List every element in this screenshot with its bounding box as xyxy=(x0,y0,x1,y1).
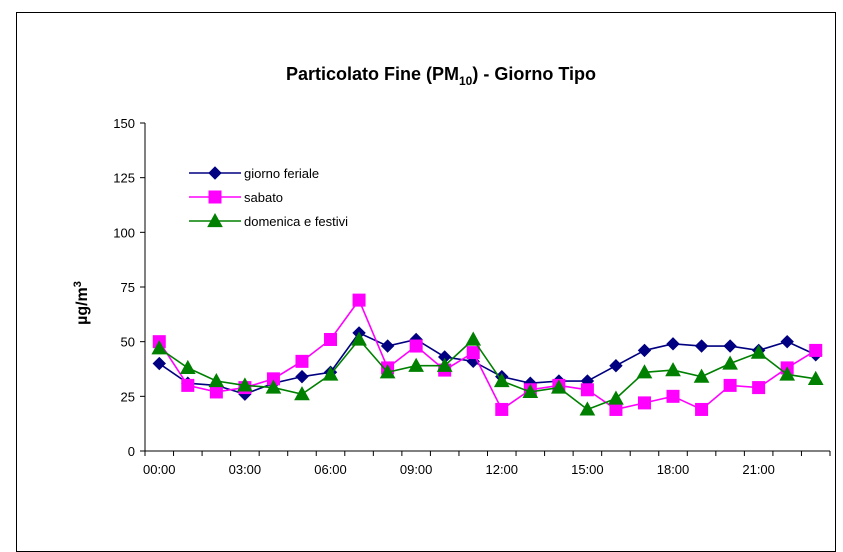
square-marker xyxy=(695,402,709,416)
legend-label: giorno feriale xyxy=(244,166,319,181)
square-marker xyxy=(466,346,480,360)
triangle-marker xyxy=(665,362,681,377)
x-tick-label: 12:00 xyxy=(485,462,518,477)
chart-frame: Particolato Fine (PM10) - Giorno Tipo µg… xyxy=(16,12,836,552)
diamond-marker xyxy=(723,339,737,353)
y-tick-label: 150 xyxy=(113,116,135,131)
x-tick-label: 00:00 xyxy=(143,462,176,477)
triangle-marker xyxy=(179,359,196,375)
triangle-marker xyxy=(807,370,824,385)
square-marker xyxy=(580,383,594,397)
square-marker xyxy=(723,378,737,392)
series-line xyxy=(158,298,817,411)
y-tick-label: 100 xyxy=(113,225,135,240)
triangle-marker xyxy=(636,364,653,379)
square-marker xyxy=(295,354,309,368)
triangle-marker xyxy=(351,331,367,346)
diamond-marker xyxy=(609,359,623,373)
y-axis-label: µg/m3 xyxy=(72,281,91,325)
series-layer xyxy=(151,293,824,416)
square-marker xyxy=(495,402,509,416)
legend-label: sabato xyxy=(244,190,283,205)
triangle-marker xyxy=(522,383,539,399)
square-marker xyxy=(637,396,651,410)
y-tick-label: 75 xyxy=(121,280,135,295)
triangle-marker xyxy=(779,366,796,381)
triangle-marker xyxy=(151,340,168,355)
legend-label: domenica e festivi xyxy=(244,214,348,229)
y-tick-label: 50 xyxy=(121,335,135,350)
x-tick-label: 06:00 xyxy=(314,462,347,477)
triangle-marker xyxy=(551,379,567,394)
triangle-marker xyxy=(237,377,253,392)
square-marker xyxy=(181,378,195,392)
triangle-marker xyxy=(294,386,310,401)
diamond-marker xyxy=(208,166,222,180)
square-marker xyxy=(409,339,423,353)
axes: 0 25 50 75 100 125 150 00:00 03:00 06:00 09:00 12:0… xyxy=(113,116,831,477)
diamond-marker xyxy=(694,339,709,353)
square-marker xyxy=(352,293,366,307)
y-tick-label: 125 xyxy=(113,171,135,186)
triangle-marker xyxy=(693,368,710,383)
triangle-marker xyxy=(265,379,282,394)
square-marker xyxy=(752,381,766,395)
triangle-marker xyxy=(579,401,596,416)
square-marker xyxy=(666,389,680,403)
x-tick-label: 03:00 xyxy=(229,462,262,477)
line-chart: Particolato Fine (PM10) - Giorno Tipo µg… xyxy=(72,64,831,477)
diamond-marker xyxy=(295,369,309,384)
triangle-marker xyxy=(750,344,767,359)
x-tick-label: 18:00 xyxy=(657,462,690,477)
diamond-marker xyxy=(666,337,680,351)
square-marker xyxy=(609,402,623,416)
triangle-marker xyxy=(208,372,225,388)
triangle-marker xyxy=(465,331,482,346)
diamond-marker xyxy=(152,356,166,371)
series-triangle xyxy=(151,331,824,416)
triangle-marker xyxy=(493,372,510,388)
square-marker xyxy=(209,385,223,399)
y-tick-label: 25 xyxy=(121,389,135,404)
square-marker xyxy=(208,190,222,204)
diamond-marker xyxy=(780,334,794,349)
triangle-marker xyxy=(408,357,424,372)
triangle-marker xyxy=(207,212,223,228)
legend: giorno feriale sabato domenica e festivi xyxy=(189,166,348,229)
x-tick-label: 21:00 xyxy=(742,462,775,477)
diamond-marker xyxy=(637,343,652,358)
series-line xyxy=(158,331,817,395)
series-line xyxy=(158,338,816,411)
square-marker xyxy=(809,343,823,357)
triangle-marker xyxy=(436,357,453,372)
chart-title: Particolato Fine (PM10) - Giorno Tipo xyxy=(286,64,596,88)
x-tick-label: 09:00 xyxy=(400,462,433,477)
series-square xyxy=(152,293,823,416)
y-tick-label: 0 xyxy=(128,444,135,459)
x-tick-label: 15:00 xyxy=(571,462,604,477)
square-marker xyxy=(324,332,338,346)
series-diamond xyxy=(152,326,823,401)
triangle-marker xyxy=(379,364,396,379)
triangle-marker xyxy=(608,390,624,405)
triangle-marker xyxy=(322,366,339,381)
diamond-marker xyxy=(380,339,395,353)
triangle-marker xyxy=(722,355,738,370)
